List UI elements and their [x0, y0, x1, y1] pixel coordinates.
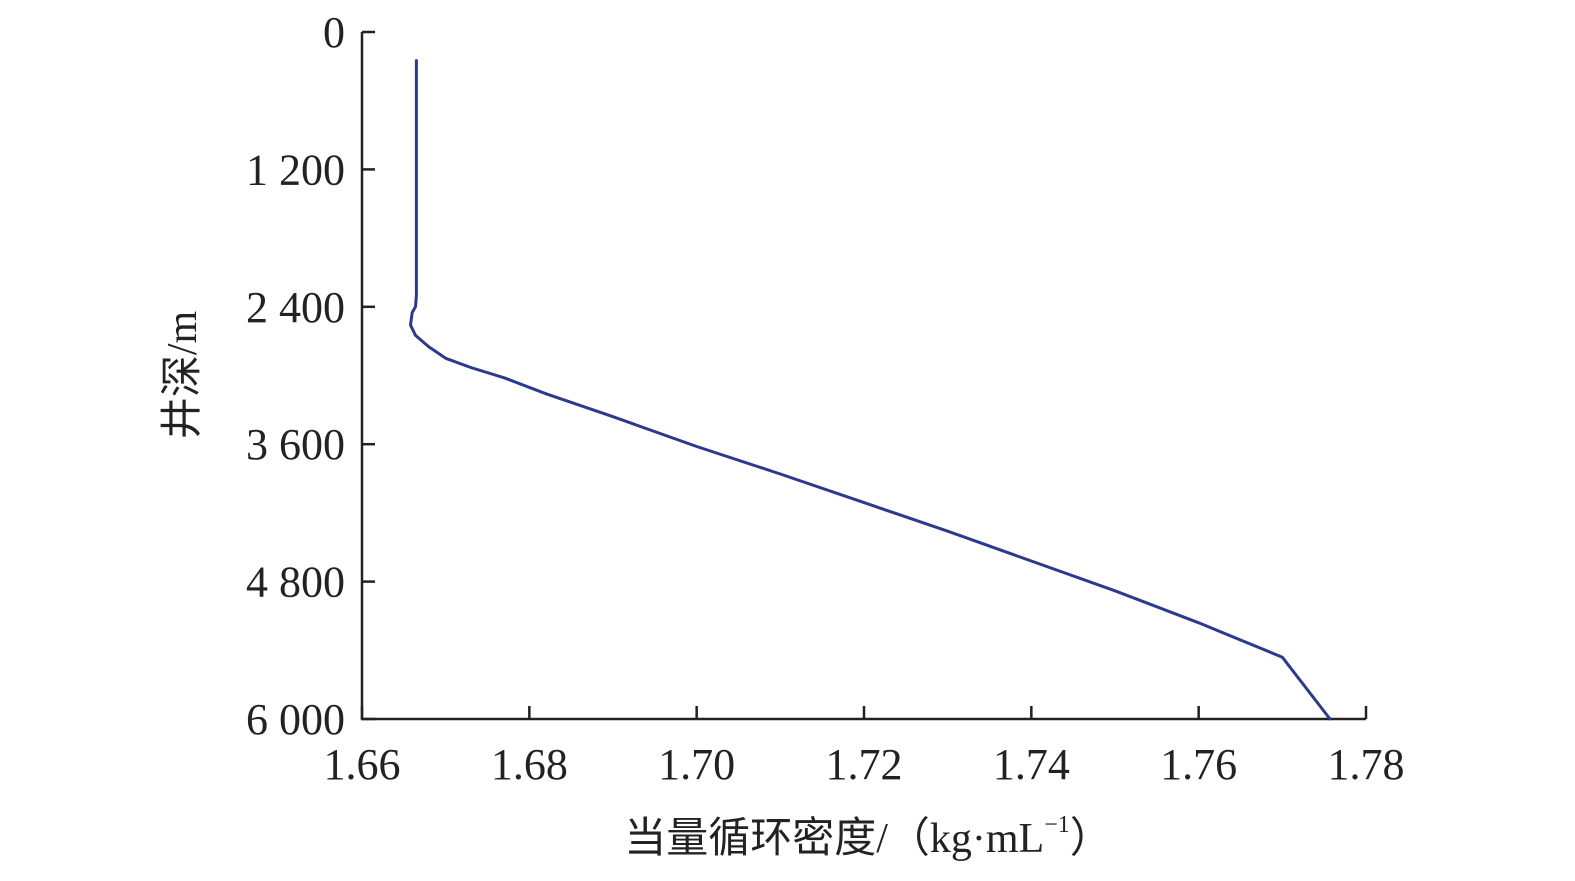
y-tick-label: 6 000 — [246, 695, 345, 744]
y-tick-label: 4 800 — [246, 558, 345, 607]
x-tick-label: 1.70 — [658, 740, 735, 789]
y-tick-label: 2 400 — [246, 283, 345, 332]
x-axis-label: 当量循环密度/（kg·mL−1） — [624, 812, 1112, 862]
y-tick-label: 3 600 — [246, 420, 345, 469]
x-axis-label-superscript: −1 — [1044, 812, 1070, 838]
series-line — [409, 59, 1332, 721]
x-tick-label: 1.78 — [1328, 740, 1405, 789]
series-layer — [409, 59, 1332, 721]
x-tick-label: 1.72 — [826, 740, 903, 789]
y-axis-label: 井深/m — [160, 311, 206, 440]
x-tick-label: 1.66 — [324, 740, 401, 789]
x-tick-label: 1.68 — [491, 740, 568, 789]
x-tick-label: 1.74 — [993, 740, 1070, 789]
x-axis-label-close: ） — [1070, 816, 1112, 862]
x-tick-label: 1.76 — [1160, 740, 1237, 789]
y-tick-label: 1 200 — [246, 145, 345, 194]
y-tick-label: 0 — [323, 8, 345, 57]
x-axis-label-main: 当量循环密度/（kg·mL — [624, 815, 1044, 862]
